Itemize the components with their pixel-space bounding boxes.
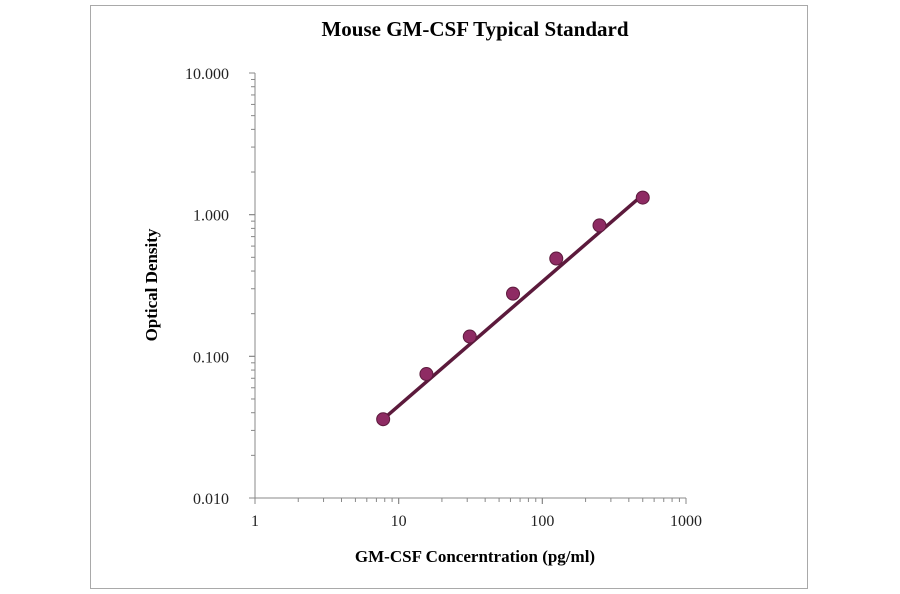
data-point — [592, 218, 607, 233]
y-tick-label: 10.000 — [185, 66, 229, 83]
x-tick-label: 10 — [391, 513, 407, 530]
data-point — [419, 367, 434, 382]
x-tick-label: 1000 — [670, 513, 702, 530]
chart-frame — [90, 5, 808, 589]
x-tick-label: 1 — [251, 513, 259, 530]
y-axis-label: Optical Density — [142, 228, 161, 341]
data-point — [549, 251, 564, 266]
x-axis-label: GM-CSF Concerntration (pg/ml) — [355, 547, 595, 566]
y-tick-label: 0.010 — [193, 491, 229, 508]
y-tick-label: 1.000 — [193, 208, 229, 225]
x-tick-label: 100 — [530, 513, 554, 530]
data-point — [635, 190, 650, 205]
y-tick-label: 0.100 — [193, 349, 229, 366]
data-point — [376, 412, 391, 427]
data-point — [462, 329, 477, 344]
data-point — [506, 286, 521, 301]
chart-title: Mouse GM-CSF Typical Standard — [321, 17, 628, 41]
